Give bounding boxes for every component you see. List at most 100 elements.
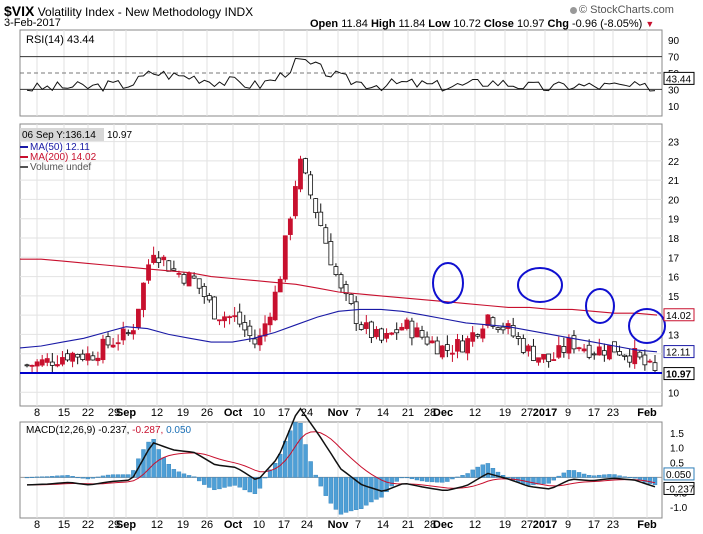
candle-body xyxy=(551,359,557,361)
macd-hist-bar xyxy=(399,477,404,479)
rsi-tag: 43.44 xyxy=(666,74,691,85)
candle-body xyxy=(394,329,400,334)
candle-body xyxy=(515,336,521,339)
candle-body xyxy=(262,323,268,337)
candle-body xyxy=(70,352,75,362)
price-tick-label: 10 xyxy=(668,388,680,399)
exchange: INDX xyxy=(224,5,254,19)
candle-body xyxy=(125,332,131,335)
candle-body xyxy=(120,328,126,341)
x-tick-label: 19 xyxy=(499,519,511,531)
macd-hist-bar xyxy=(29,476,35,478)
candle-body xyxy=(480,328,486,339)
candle-body xyxy=(211,296,217,320)
macd-hist-bar xyxy=(156,449,161,478)
macd-hist-bar xyxy=(105,474,111,478)
candle-body xyxy=(399,326,405,331)
x-tick-label: 12 xyxy=(151,519,163,531)
macd-hist-bar xyxy=(561,472,567,478)
x-tick-label: 14 xyxy=(377,519,389,531)
candle-body xyxy=(500,326,506,331)
price-tick-label: 21 xyxy=(668,176,680,187)
macd-hist-bar xyxy=(161,457,166,478)
macd-hist-bar xyxy=(272,463,278,478)
macd-hist-bar xyxy=(369,477,374,503)
macd-hist-bar xyxy=(602,474,607,478)
candle-body xyxy=(434,340,440,355)
candle-body xyxy=(34,361,40,367)
candle-body xyxy=(333,266,339,275)
macd-hist-bar xyxy=(429,477,435,483)
candle-body xyxy=(287,218,293,235)
x-tick-label: 2017 xyxy=(533,407,557,419)
macd-hist-bar xyxy=(262,477,268,479)
x-tick-label: Oct xyxy=(224,519,243,531)
macd-hist-bar xyxy=(257,477,263,489)
macd-hist-bar xyxy=(252,477,258,494)
macd-hist-bar xyxy=(353,477,359,510)
macd-tick-label: 1.0 xyxy=(670,444,684,455)
candle-body xyxy=(455,339,460,352)
macd-hist-bar xyxy=(384,477,389,493)
x-tick-label: 22 xyxy=(82,519,94,531)
macd-hist-bar xyxy=(222,477,227,488)
chart-title: $VIX Volatility Index - New Methodology … xyxy=(4,3,253,19)
macd-hist-bar xyxy=(490,468,496,478)
candle-body xyxy=(196,278,202,289)
x-tick-label: Feb xyxy=(637,407,657,419)
candle-body xyxy=(460,340,465,353)
candle-body xyxy=(627,355,633,363)
macd-hist-bar xyxy=(652,477,658,486)
candle-body xyxy=(247,325,253,337)
x-tick-label: Nov xyxy=(328,407,350,419)
candle-body xyxy=(242,322,248,331)
candle-body xyxy=(308,174,314,196)
candle-body xyxy=(536,357,541,363)
ma50-tag-bg xyxy=(663,345,695,359)
candle-body xyxy=(54,364,60,367)
candle-body xyxy=(642,354,648,366)
candle-body xyxy=(444,344,450,351)
macd-hist-bar xyxy=(55,475,60,478)
price-panel-frame xyxy=(19,123,663,407)
close-label: 10.97 xyxy=(107,130,132,141)
macd-hist-bar xyxy=(212,477,217,491)
macd-hist-bar xyxy=(495,471,501,478)
macd-hist-bar xyxy=(531,477,536,486)
candle-body xyxy=(576,347,582,350)
macd-value-tag: -0.237 xyxy=(666,484,695,495)
x-tick-label: 9 xyxy=(565,519,571,531)
macd-hist-bar xyxy=(475,466,480,478)
x-tick-label: 26 xyxy=(201,407,213,419)
macd-hist-bar xyxy=(435,477,440,483)
candle-body xyxy=(495,327,501,330)
macd-hist-tag-bg xyxy=(663,467,695,481)
macd-hist-bar xyxy=(171,469,177,478)
x-tick-label: Dec xyxy=(433,407,453,419)
candle-body xyxy=(232,315,238,318)
candle-body xyxy=(161,256,167,261)
symbol: $VIX xyxy=(4,3,35,19)
macd-tick-label: -1.0 xyxy=(670,503,688,514)
macd-hist-bar xyxy=(181,473,187,478)
macd-value-tag-bg xyxy=(663,481,695,495)
candle-body xyxy=(470,332,476,342)
candle-body xyxy=(323,227,329,244)
macd-hist-bar xyxy=(323,477,329,496)
candle-body xyxy=(348,293,354,304)
x-tick-label: 12 xyxy=(469,519,481,531)
price-tick-label: 19 xyxy=(668,215,680,226)
candle-body xyxy=(49,361,55,366)
x-tick-label: 12 xyxy=(469,407,481,419)
x-tick-label: 29 xyxy=(108,407,120,419)
rsi-tick-label: 10 xyxy=(668,102,680,113)
macd-hist-bar xyxy=(389,477,394,487)
price-tick-label: 13 xyxy=(668,330,680,341)
candle-body xyxy=(267,316,273,326)
macd-hist-bar xyxy=(597,474,602,478)
candle-body xyxy=(293,186,298,217)
macd-signal-line xyxy=(27,431,656,489)
x-tick-label: 27 xyxy=(521,407,533,419)
macd-hist-bar xyxy=(480,464,486,478)
macd-hist-bar xyxy=(348,477,354,512)
